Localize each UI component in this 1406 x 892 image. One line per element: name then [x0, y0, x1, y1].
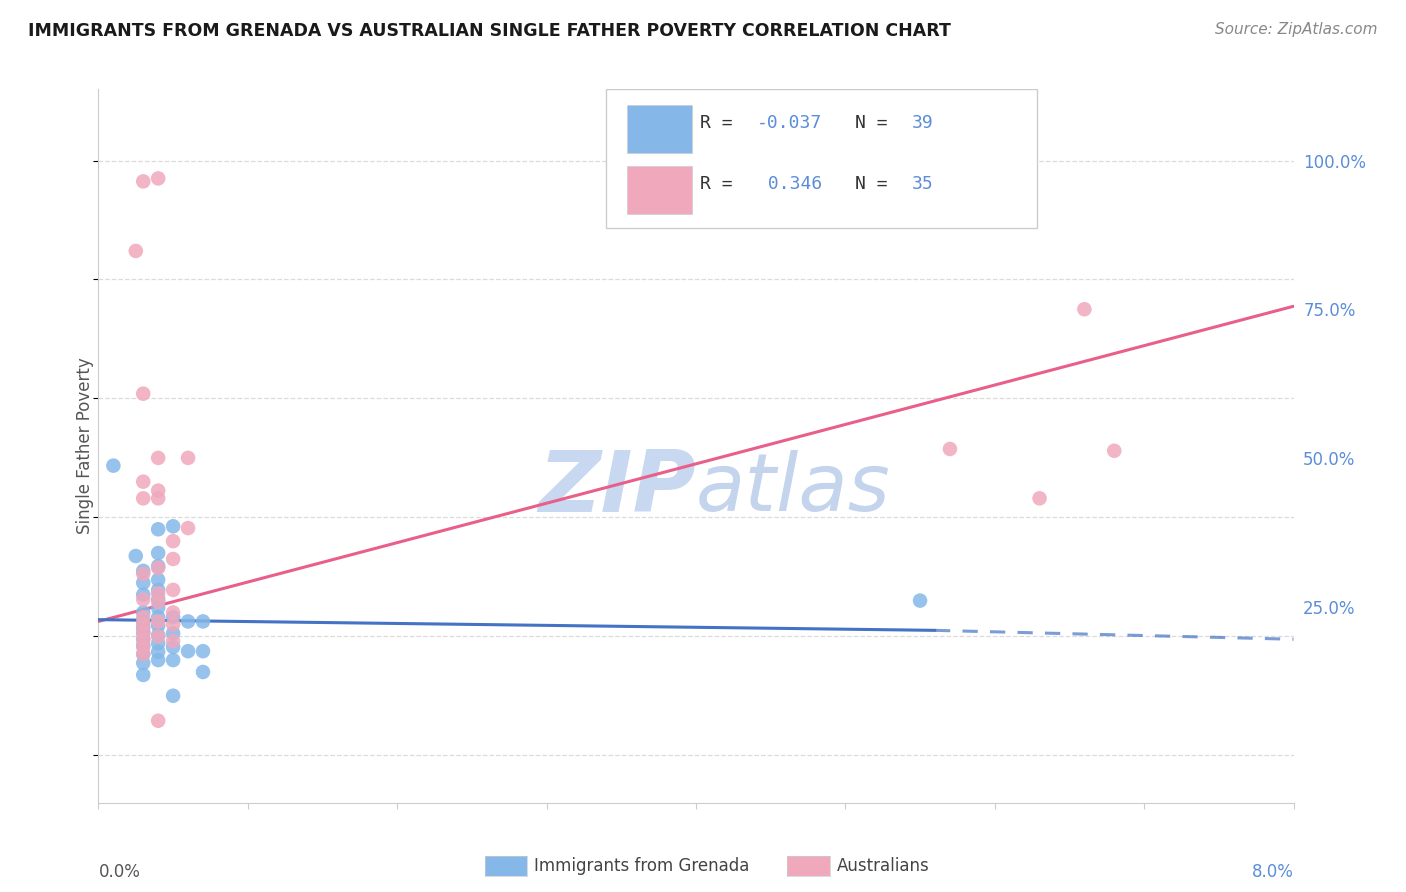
- Point: [191, 665, 214, 679]
- Point: [132, 640, 155, 654]
- Point: [148, 586, 170, 600]
- Point: [148, 600, 170, 615]
- Point: [177, 644, 200, 658]
- Point: [132, 632, 155, 647]
- Text: Immigrants from Grenada: Immigrants from Grenada: [534, 857, 749, 875]
- Point: [148, 491, 170, 506]
- Point: [162, 653, 184, 667]
- Text: Source: ZipAtlas.com: Source: ZipAtlas.com: [1215, 22, 1378, 37]
- Point: [162, 640, 184, 654]
- Point: [132, 624, 155, 639]
- Point: [132, 656, 155, 670]
- Point: [148, 610, 170, 624]
- Point: [162, 534, 184, 549]
- Text: 0.346: 0.346: [756, 175, 823, 193]
- Point: [148, 522, 170, 536]
- Point: [162, 582, 184, 597]
- Point: [132, 475, 155, 489]
- Point: [132, 638, 155, 652]
- Point: [148, 629, 170, 643]
- Point: [148, 714, 170, 728]
- Point: [148, 628, 170, 642]
- FancyBboxPatch shape: [627, 166, 692, 214]
- Point: [162, 617, 184, 632]
- Point: [939, 442, 962, 456]
- Point: [162, 689, 184, 703]
- Point: [125, 549, 148, 563]
- Text: Australians: Australians: [837, 857, 929, 875]
- Point: [148, 653, 170, 667]
- Point: [132, 575, 155, 590]
- Point: [162, 606, 184, 620]
- FancyBboxPatch shape: [606, 89, 1036, 228]
- Point: [162, 626, 184, 640]
- Point: [148, 582, 170, 597]
- Text: IMMIGRANTS FROM GRENADA VS AUSTRALIAN SINGLE FATHER POVERTY CORRELATION CHART: IMMIGRANTS FROM GRENADA VS AUSTRALIAN SI…: [28, 22, 950, 40]
- Point: [177, 521, 200, 535]
- Point: [132, 174, 155, 188]
- Point: [148, 615, 170, 629]
- Point: [148, 450, 170, 465]
- Point: [132, 632, 155, 647]
- Point: [132, 626, 155, 640]
- Text: 35: 35: [912, 175, 934, 193]
- Point: [177, 615, 200, 629]
- Point: [103, 458, 125, 473]
- Point: [132, 647, 155, 661]
- Point: [125, 244, 148, 258]
- Point: [132, 588, 155, 602]
- Point: [148, 559, 170, 574]
- Point: [148, 546, 170, 560]
- Point: [132, 620, 155, 634]
- Text: R =: R =: [700, 114, 742, 132]
- Point: [132, 491, 155, 506]
- Text: -0.037: -0.037: [756, 114, 823, 132]
- Point: [162, 519, 184, 533]
- Text: R =: R =: [700, 175, 742, 193]
- Point: [148, 618, 170, 632]
- Point: [132, 606, 155, 620]
- Text: 39: 39: [912, 114, 934, 132]
- Text: N =: N =: [855, 175, 898, 193]
- Point: [148, 561, 170, 575]
- Point: [148, 636, 170, 650]
- Point: [191, 644, 214, 658]
- Point: [162, 610, 184, 624]
- Point: [132, 615, 155, 629]
- Point: [132, 617, 155, 632]
- Point: [191, 615, 214, 629]
- Point: [1028, 491, 1050, 506]
- Point: [148, 573, 170, 587]
- Point: [1073, 302, 1095, 317]
- FancyBboxPatch shape: [627, 105, 692, 153]
- Point: [132, 386, 155, 401]
- Point: [148, 595, 170, 609]
- Point: [148, 483, 170, 498]
- Text: atlas: atlas: [696, 450, 891, 528]
- Text: ZIP: ZIP: [538, 447, 696, 531]
- Point: [177, 450, 200, 465]
- Point: [132, 566, 155, 581]
- Text: 8.0%: 8.0%: [1251, 863, 1294, 881]
- Point: [162, 634, 184, 648]
- Point: [132, 668, 155, 682]
- Point: [132, 592, 155, 607]
- Point: [132, 564, 155, 578]
- Y-axis label: Single Father Poverty: Single Father Poverty: [76, 358, 94, 534]
- Point: [132, 647, 155, 661]
- Text: 0.0%: 0.0%: [98, 863, 141, 881]
- Point: [148, 171, 170, 186]
- Point: [148, 592, 170, 607]
- Point: [908, 593, 931, 607]
- Text: N =: N =: [855, 114, 898, 132]
- Point: [148, 645, 170, 659]
- Point: [162, 552, 184, 566]
- Point: [1102, 443, 1125, 458]
- Point: [132, 610, 155, 624]
